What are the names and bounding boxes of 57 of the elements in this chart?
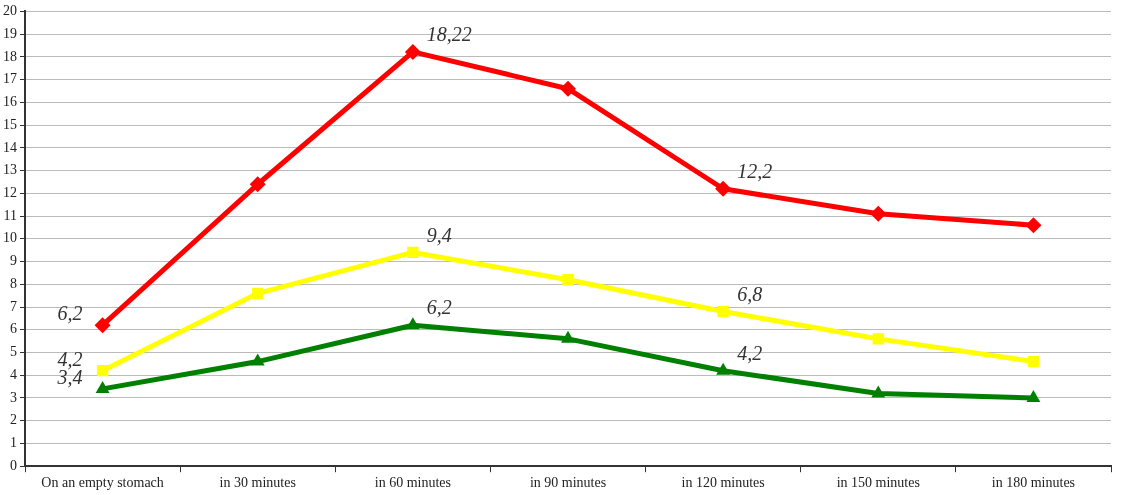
y-tick-label: 9	[10, 253, 17, 269]
data-label: 6,8	[737, 282, 763, 305]
data-label: 6,2	[426, 296, 452, 319]
point	[94, 317, 111, 334]
y-tick-label: 15	[3, 116, 17, 132]
y-tick-label: 8	[10, 275, 17, 291]
y-tick-label: 7	[10, 298, 17, 314]
y-tick-label: 19	[3, 25, 17, 41]
point	[717, 305, 729, 318]
y-tick-label: 6	[10, 321, 17, 337]
x-tick-label: in 90 minutes	[529, 475, 607, 491]
data-label: 12,2	[737, 160, 773, 183]
point	[716, 362, 731, 375]
y-tick-label: 14	[3, 139, 17, 155]
point	[871, 385, 886, 398]
y-tick-label: 4	[10, 366, 17, 382]
x-tick-label: in 150 minutes	[836, 475, 920, 491]
point	[405, 317, 420, 330]
x-tick-label: in 30 minutes	[219, 475, 296, 491]
y-tick-label: 12	[3, 184, 17, 200]
y-tick-label: 13	[3, 162, 17, 178]
point	[1027, 355, 1040, 368]
data-label: 6,2	[57, 302, 83, 325]
y-tick-label: 2	[10, 412, 17, 428]
point	[1026, 389, 1041, 402]
y-tick-label: 20	[3, 3, 17, 19]
data-label: 9,4	[426, 223, 452, 246]
point	[715, 180, 732, 197]
y-tick-label: 11	[3, 207, 17, 223]
point	[407, 246, 419, 259]
y-tick-label: 5	[10, 344, 17, 360]
x-tick-label: in 180 minutes	[991, 475, 1076, 491]
y-tick-label: 3	[10, 389, 17, 405]
x-tick-label: in 60 minutes	[374, 475, 451, 491]
point	[95, 380, 110, 393]
point	[872, 333, 884, 345]
y-tick-label: 17	[3, 71, 17, 87]
point	[870, 205, 887, 222]
point	[1025, 217, 1042, 234]
y-tick-label: 0	[10, 457, 17, 473]
data-label: 4,2	[737, 341, 763, 364]
point	[252, 287, 264, 300]
point	[250, 353, 265, 366]
y-tick-label: 1	[10, 435, 17, 451]
data-label: 4,2	[57, 347, 83, 370]
y-tick-label: 18	[3, 48, 17, 64]
point	[404, 43, 421, 60]
x-tick-label: On an empty stomach	[41, 475, 164, 491]
x-tick-label: in 120 minutes	[681, 475, 765, 491]
y-tick-label: 16	[3, 94, 17, 110]
point	[249, 176, 266, 193]
point	[562, 274, 574, 286]
point	[560, 80, 576, 97]
y-tick-label: 10	[3, 230, 17, 246]
point	[561, 330, 575, 343]
data-label: 18,22	[426, 23, 472, 46]
point	[96, 365, 109, 377]
